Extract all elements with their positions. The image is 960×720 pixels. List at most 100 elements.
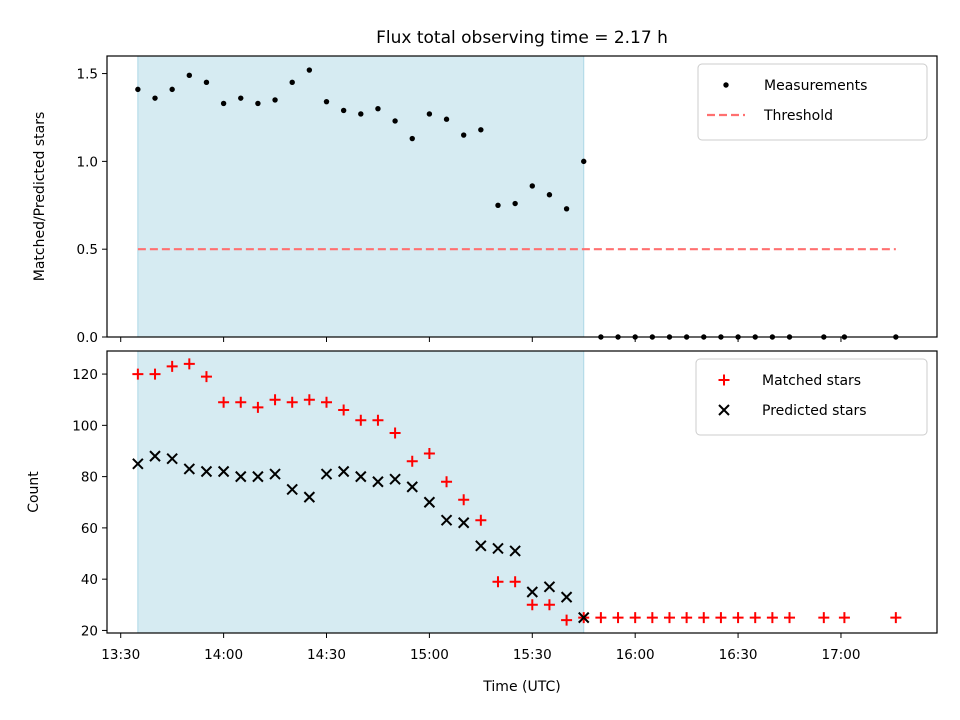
predicted-star-point: [286, 483, 298, 496]
x-tick-label: 14:00: [204, 647, 243, 663]
legend-measurements-marker: [723, 82, 729, 88]
predicted-star-point: [475, 540, 487, 552]
predicted-star-point: [132, 458, 144, 470]
predicted-star-point: [372, 476, 384, 488]
matched-star-point: [612, 612, 624, 624]
predicted-star-point: [440, 514, 453, 526]
predicted-star-point: [509, 545, 521, 557]
bottom-panel: 20 40 60 80 100 120 13:30 14:00 14:30 15:00 15:30 1…: [26, 350, 938, 663]
predicted-star-point: [526, 586, 538, 598]
measurement-point: [169, 86, 175, 93]
matched-star-point: [818, 612, 830, 624]
matched-star-point: [252, 401, 264, 413]
predicted-star-point: [389, 473, 401, 485]
chart-title: Flux total observing time = 2.17 h: [376, 28, 668, 48]
top-y-axis-label: Matched/Predicted stars: [32, 112, 48, 282]
predicted-star-point: [355, 470, 367, 483]
matched-star-point: [269, 394, 281, 406]
bottom-axes-frame: [106, 350, 938, 634]
x-axis-label: Time (UTC): [482, 679, 560, 695]
matched-star-point: [423, 448, 435, 460]
matched-star-point: [441, 476, 453, 488]
matched-star-point: [492, 576, 504, 588]
matched-star-point: [338, 404, 350, 416]
predicted-star-point: [235, 470, 247, 483]
measurement-point: [512, 200, 518, 207]
predicted-star-point: [406, 481, 418, 493]
matched-star-point: [475, 514, 487, 526]
top-panel: 0.0 0.5 1.0 1.5 Matched/Predicted stars Measu…: [32, 55, 938, 346]
measurement-point: [152, 95, 158, 101]
measurement-point: [186, 72, 193, 79]
matched-star-point: [458, 494, 470, 506]
matched-star-point: [715, 612, 727, 624]
measurement-point: [460, 132, 467, 138]
matched-star-point: [303, 394, 315, 406]
top-y-tick-label: 1.0: [77, 154, 98, 170]
predicted-star-point: [217, 465, 230, 478]
matched-star-point: [218, 396, 230, 408]
x-tick-label: 16:30: [719, 647, 758, 663]
bottom-y-tick-label: 60: [81, 521, 98, 537]
matched-star-point: [646, 612, 658, 624]
matched-star-point: [509, 576, 521, 588]
matched-star-point: [595, 612, 607, 624]
matched-star-point: [235, 396, 247, 408]
measurement-point: [375, 105, 381, 112]
measurement-point: [255, 100, 261, 107]
predicted-star-point: [320, 468, 333, 480]
top-y-tick-label: 1.5: [77, 67, 98, 83]
bottom-observing-window: [137, 350, 585, 634]
matched-star-point: [200, 371, 212, 383]
x-tick-label: 13:30: [101, 647, 140, 663]
matched-star-point: [784, 612, 796, 624]
bottom-y-tick-label: 120: [72, 367, 98, 383]
matched-star-point: [406, 455, 418, 467]
matched-star-point: [890, 612, 902, 624]
matched-star-point: [663, 612, 675, 624]
legend-matched-marker: [718, 374, 730, 386]
predicted-star-point: [183, 463, 196, 475]
legend-label: Predicted stars: [762, 403, 867, 419]
measurement-point: [495, 202, 501, 208]
matched-star-point: [543, 599, 555, 611]
matched-star-point: [372, 414, 384, 426]
measurement-point: [289, 79, 295, 86]
top-y-tick-label: 0.0: [77, 330, 98, 346]
matched-star-point: [149, 368, 161, 380]
matched-star-point: [681, 612, 693, 624]
measurement-point: [563, 206, 570, 212]
matched-star-point: [389, 427, 401, 439]
top-y-tick-label: 0.5: [77, 242, 98, 258]
measurement-point: [478, 127, 484, 133]
measurement-point: [529, 183, 535, 189]
predicted-star-point: [578, 611, 590, 624]
predicted-star-point: [149, 450, 161, 462]
matched-star-point: [321, 396, 333, 408]
measurement-point: [220, 100, 227, 107]
measurement-point: [306, 67, 313, 73]
top-axes-frame: [106, 55, 938, 338]
measurement-point: [340, 107, 347, 114]
top-legend: [697, 63, 928, 141]
matched-star-point: [183, 358, 195, 370]
legend-label: Threshold: [763, 108, 833, 124]
measurement-point: [135, 86, 141, 93]
measurement-point: [443, 116, 450, 122]
bottom-y-axis-label: Count: [26, 471, 42, 513]
x-tick-label: 15:30: [513, 647, 552, 663]
bottom-y-tick-label: 100: [72, 418, 98, 434]
measurement-point: [323, 98, 330, 105]
matched-star-point: [698, 612, 710, 624]
measurement-point: [238, 95, 244, 101]
matched-star-point: [526, 599, 538, 611]
bottom-y-tick-label: 20: [81, 623, 98, 639]
predicted-star-point: [252, 470, 264, 483]
x-tick-label: 16:00: [616, 647, 655, 663]
measurement-point: [358, 111, 364, 117]
matched-star-point: [838, 612, 850, 624]
predicted-star-point: [423, 496, 436, 508]
x-tick-label: 17:00: [822, 647, 861, 663]
legend-label: Matched stars: [762, 373, 861, 389]
